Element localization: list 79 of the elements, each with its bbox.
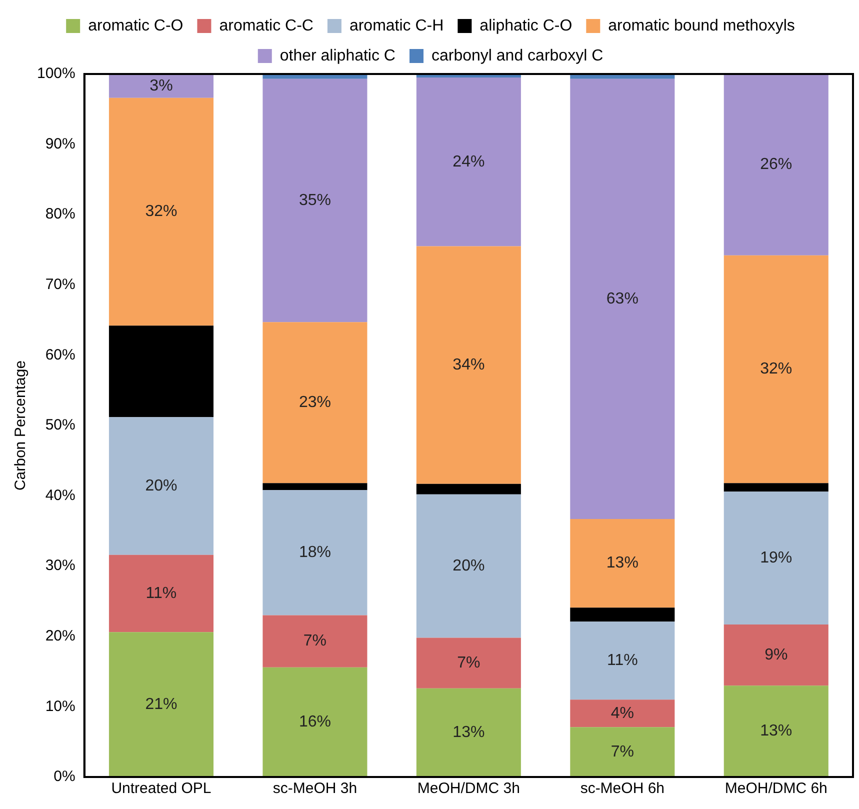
data-label: 7% — [303, 632, 327, 650]
y-tick-label: 30% — [45, 557, 76, 574]
legend-label: aromatic C-C — [219, 17, 314, 34]
bar — [570, 700, 675, 728]
legend-label: other aliphatic C — [280, 47, 396, 64]
data-label: 23% — [298, 394, 331, 412]
bar — [108, 326, 214, 418]
y-tick-label: 100% — [36, 65, 76, 82]
bar — [570, 727, 675, 777]
x-tick-label: Untreated OPL — [111, 780, 212, 798]
x-tick-label: sc-MeOH 6h — [580, 780, 665, 798]
data-label: 63% — [606, 290, 638, 308]
data-label: 11% — [146, 584, 177, 602]
bar — [416, 78, 521, 246]
x-tick-label: MeOH/DMC 6h — [724, 780, 828, 798]
bar — [108, 98, 214, 326]
bar — [724, 686, 828, 777]
data-label: 21% — [145, 696, 178, 713]
data-label: 32% — [760, 360, 792, 378]
x-tick-label: MeOH/DMC 3h — [417, 780, 520, 798]
bar — [108, 554, 214, 632]
data-label: 26% — [760, 156, 792, 174]
data-label: 19% — [760, 549, 792, 566]
data-label: 20% — [452, 558, 485, 575]
y-tick-label: 60% — [45, 346, 76, 364]
data-label: 3% — [150, 77, 173, 94]
data-label: 24% — [452, 153, 485, 170]
bar — [724, 483, 828, 492]
bar — [416, 688, 521, 777]
data-label: 16% — [298, 714, 331, 731]
x-tick-label: sc-MeOH 3h — [272, 780, 358, 798]
bar — [262, 322, 368, 484]
y-tick-label: 90% — [45, 135, 76, 152]
bar — [262, 615, 368, 668]
y-axis-title: Carbon Percentage — [12, 360, 30, 491]
y-tick-label: 70% — [45, 276, 76, 294]
legend-label: aromatic C-H — [349, 17, 444, 34]
data-label: 35% — [298, 192, 331, 209]
bar — [416, 484, 521, 494]
data-label: 13% — [606, 554, 638, 572]
bar — [108, 417, 214, 555]
bar — [724, 492, 828, 624]
bar — [262, 667, 368, 777]
data-label: 7% — [610, 743, 634, 760]
data-label: 13% — [760, 722, 792, 740]
data-label: 4% — [610, 704, 634, 722]
legend-label: aromatic bound methoxyls — [608, 17, 795, 34]
bar — [416, 494, 521, 638]
data-label: 32% — [145, 203, 178, 220]
bar — [570, 622, 675, 700]
legend-label: aliphatic C-O — [480, 17, 572, 34]
legend-label: carbonyl and carboxyl C — [431, 47, 604, 64]
data-label: 13% — [452, 724, 485, 742]
bar — [262, 78, 368, 322]
bar — [108, 632, 214, 777]
bar — [570, 608, 675, 622]
data-label: 34% — [452, 356, 485, 374]
y-tick-label: 50% — [45, 416, 76, 434]
data-label: 11% — [606, 652, 638, 670]
bar — [416, 246, 521, 484]
bar — [262, 483, 368, 490]
bar — [416, 638, 521, 688]
bar — [724, 74, 828, 256]
bar — [262, 490, 368, 616]
data-label: 18% — [298, 544, 331, 562]
bar — [724, 255, 828, 484]
y-tick-label: 80% — [45, 206, 76, 223]
data-label: 9% — [764, 646, 788, 664]
y-tick-label: 40% — [45, 486, 76, 504]
bar — [108, 74, 214, 98]
data-label: 20% — [145, 477, 178, 494]
legend-label: aromatic C-O — [88, 17, 184, 34]
bar — [724, 624, 828, 686]
bar — [570, 78, 675, 519]
bar — [570, 519, 675, 608]
y-tick-label: 0% — [54, 768, 76, 786]
y-tick-label: 10% — [45, 698, 76, 715]
data-label: 7% — [457, 654, 480, 672]
y-tick-label: 20% — [45, 628, 76, 645]
